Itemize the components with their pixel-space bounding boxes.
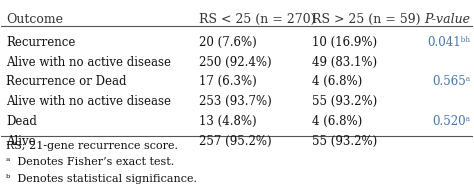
- Text: 13 (4.8%): 13 (4.8%): [199, 115, 257, 128]
- Text: RS < 25 (n = 270): RS < 25 (n = 270): [199, 14, 316, 26]
- Text: P-value: P-value: [424, 14, 470, 26]
- Text: 250 (92.4%): 250 (92.4%): [199, 56, 272, 69]
- Text: Recurrence or Dead: Recurrence or Dead: [6, 75, 127, 88]
- Text: 10 (16.9%): 10 (16.9%): [312, 36, 377, 49]
- Text: 0.565ᵃ: 0.565ᵃ: [432, 75, 470, 88]
- Text: ᵃ  Denotes Fisher’s exact test.: ᵃ Denotes Fisher’s exact test.: [6, 157, 174, 167]
- Text: Outcome: Outcome: [6, 14, 63, 26]
- Text: RS; 21-gene recurrence score.: RS; 21-gene recurrence score.: [6, 141, 178, 151]
- Text: ᵇ  Denotes statistical significance.: ᵇ Denotes statistical significance.: [6, 174, 197, 184]
- Text: Alive with no active disease: Alive with no active disease: [6, 95, 171, 108]
- Text: 253 (93.7%): 253 (93.7%): [199, 95, 272, 108]
- Text: 55 (93.2%): 55 (93.2%): [312, 95, 378, 108]
- Text: 49 (83.1%): 49 (83.1%): [312, 56, 377, 69]
- Text: Dead: Dead: [6, 115, 37, 128]
- Text: RS > 25 (n = 59): RS > 25 (n = 59): [312, 14, 421, 26]
- Text: Alive: Alive: [6, 135, 36, 148]
- Text: 4 (6.8%): 4 (6.8%): [312, 75, 363, 88]
- Text: 17 (6.3%): 17 (6.3%): [199, 75, 257, 88]
- Text: 4 (6.8%): 4 (6.8%): [312, 115, 363, 128]
- Text: 20 (7.6%): 20 (7.6%): [199, 36, 257, 49]
- Text: 0.520ᵃ: 0.520ᵃ: [432, 115, 470, 128]
- Text: Alive with no active disease: Alive with no active disease: [6, 56, 171, 69]
- Text: 55 (93.2%): 55 (93.2%): [312, 135, 378, 148]
- Text: 257 (95.2%): 257 (95.2%): [199, 135, 272, 148]
- Text: Recurrence: Recurrence: [6, 36, 75, 49]
- Text: 0.041ᵇʰ: 0.041ᵇʰ: [427, 36, 470, 49]
